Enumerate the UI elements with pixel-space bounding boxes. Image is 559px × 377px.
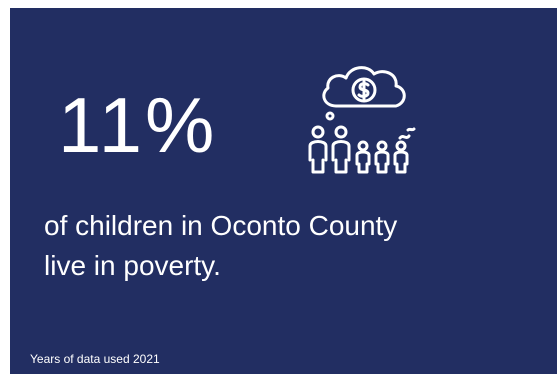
stat-description: of children in Oconto County live in pov… xyxy=(44,206,524,286)
data-years-footnote: Years of data used 2021 xyxy=(30,352,160,366)
description-line-1: of children in Oconto County xyxy=(44,210,398,241)
description-line-2: live in poverty. xyxy=(44,250,221,281)
stat-value: 11% xyxy=(58,81,218,169)
poverty-stat-card: 11% xyxy=(10,8,557,374)
family-money-cloud-icon xyxy=(296,56,426,184)
